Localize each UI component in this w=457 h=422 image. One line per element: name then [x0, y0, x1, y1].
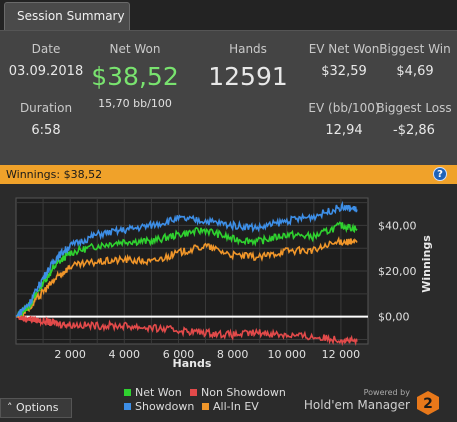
y-tick-label: $0,00	[378, 311, 410, 324]
net-won-swatch	[124, 389, 131, 396]
series-line-all-in-ev	[15, 236, 358, 319]
y-axis-label: Winnings	[420, 235, 433, 293]
holdem-manager-logo: Powered by Hold'em Manager 2	[304, 388, 440, 418]
svg-text:2: 2	[423, 396, 433, 412]
x-tick-label: 10 000	[268, 348, 307, 361]
y-tick-label: $20,00	[378, 265, 417, 278]
tab-bar: Session Summary	[0, 0, 457, 30]
legend-label-showdown: Showdown	[135, 400, 195, 413]
caret-up-icon: ˄	[7, 401, 13, 414]
winnings-chart: 2 000 4 000 6 000 8 000 10 000 12 000 $0,00 $20…	[15, 197, 433, 370]
all-in-ev-swatch	[202, 403, 209, 410]
question-icon[interactable]: ?	[433, 167, 447, 181]
date-label: Date	[31, 42, 61, 56]
x-tick-label: 2 000	[54, 348, 86, 361]
ev-bb-value: 12,94	[325, 123, 363, 138]
series-line-net-won	[15, 221, 358, 318]
date-value: 03.09.2018	[8, 64, 84, 79]
hands-label: Hands	[229, 42, 267, 56]
net-won-value: $38,52	[91, 62, 179, 91]
non-showdown-swatch	[190, 389, 197, 396]
legend-item-showdown[interactable]: Showdown	[124, 400, 194, 413]
biggest-win-label: Biggest Win	[379, 42, 451, 56]
series-line-showdown	[15, 200, 358, 318]
biggest-loss-label: Biggest Loss	[376, 101, 452, 115]
legend-item-net-won[interactable]: Net Won	[124, 386, 182, 399]
showdown-swatch	[124, 403, 131, 410]
winnings-chart-area: 2 000 4 000 6 000 8 000 10 000 12 000 $0,00 $20…	[0, 184, 457, 422]
winnings-bar-label: Winnings: $38,52	[6, 168, 103, 181]
session-summary-panel: Date 03.09.2018 Duration 6:58 Net Won $3…	[0, 30, 457, 165]
ev-net-won-label: EV Net Won	[308, 42, 380, 56]
legend-label-non-showdown: Non Showdown	[201, 386, 286, 399]
x-axis-label: Hands	[173, 357, 212, 370]
y-tick-label: $40,00	[378, 219, 417, 232]
legend-item-non-showdown[interactable]: Non Showdown	[190, 386, 286, 399]
options-label: Options	[16, 401, 59, 414]
x-tick-label: 6 000	[163, 348, 195, 361]
brand-name: Hold'em Manager	[303, 398, 410, 412]
series-line-non-showdown	[15, 314, 358, 347]
hands-value: 12591	[208, 62, 288, 91]
tab-session-summary[interactable]: Session Summary	[4, 2, 130, 30]
legend-label-net-won: Net Won	[135, 386, 182, 399]
ev-bb-label: EV (bb/100)	[308, 101, 380, 115]
x-tick-label: 8 000	[217, 348, 249, 361]
bb-per-100-value: 15,70 bb/100	[98, 97, 172, 110]
duration-label: Duration	[19, 101, 73, 115]
x-tick-label: 4 000	[109, 348, 141, 361]
net-won-label: Net Won	[109, 42, 161, 56]
legend-item-all-in-ev[interactable]: All-In EV	[202, 400, 259, 413]
options-button[interactable]: ˄ Options	[0, 398, 72, 418]
duration-value: 6:58	[31, 123, 61, 138]
legend-label-all-in-ev: All-In EV	[213, 400, 259, 413]
powered-by-text: Powered by	[363, 388, 410, 397]
hm2-badge-icon: 2	[417, 391, 439, 415]
biggest-loss-value: -$2,86	[393, 123, 435, 138]
biggest-win-value: $4,69	[396, 64, 434, 79]
x-tick-label: 12 000	[322, 348, 361, 361]
winnings-bar: Winnings: $38,52 ?	[0, 165, 457, 184]
ev-net-won-value: $32,59	[321, 64, 367, 79]
